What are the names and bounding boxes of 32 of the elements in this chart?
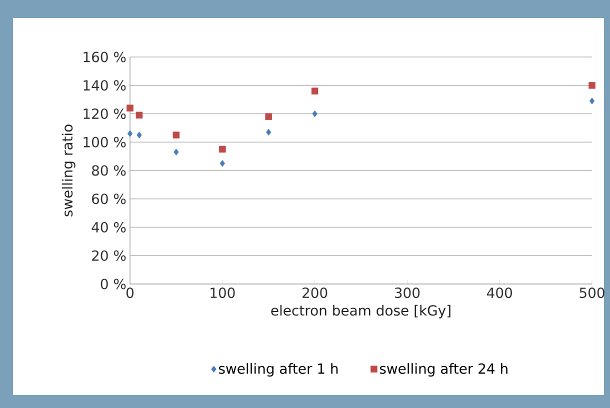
y-tick-label: 160 % (84, 52, 126, 62)
x-tick-label: 0 (126, 288, 134, 298)
x-tick-label: 300 (394, 288, 420, 298)
point (220, 160, 225, 167)
point (174, 148, 179, 156)
point (312, 110, 318, 118)
point (136, 132, 142, 138)
point (127, 130, 133, 137)
point (589, 98, 595, 104)
point (126, 104, 134, 112)
point (265, 113, 272, 120)
y-tick-label: 60 % (92, 194, 126, 204)
legend-label: swelling after 1 h (218, 363, 338, 377)
x-axis-title: electron beam dose [kGy] (271, 304, 450, 318)
y-tick-label: 40 % (92, 222, 126, 233)
y-axis-title: swelling ratio (62, 124, 76, 216)
point (219, 146, 226, 153)
y-tick-label: 140 % (84, 80, 126, 91)
y-tick-label: 0 % (100, 278, 126, 290)
point (266, 128, 272, 136)
legend-label: swelling after 24 h (380, 363, 508, 377)
x-tick-label: 200 (302, 288, 328, 298)
point (172, 132, 180, 138)
point (311, 88, 318, 94)
point (136, 112, 143, 119)
y-tick-label: 80 % (92, 165, 126, 176)
point (588, 82, 596, 89)
y-tick-label: 100 % (84, 136, 126, 148)
x-tick-label: 400 (486, 288, 512, 298)
y-tick-label: 120 % (84, 108, 126, 120)
x-tick-label: 100 (210, 288, 235, 298)
y-tick-label: 20 % (92, 250, 126, 261)
